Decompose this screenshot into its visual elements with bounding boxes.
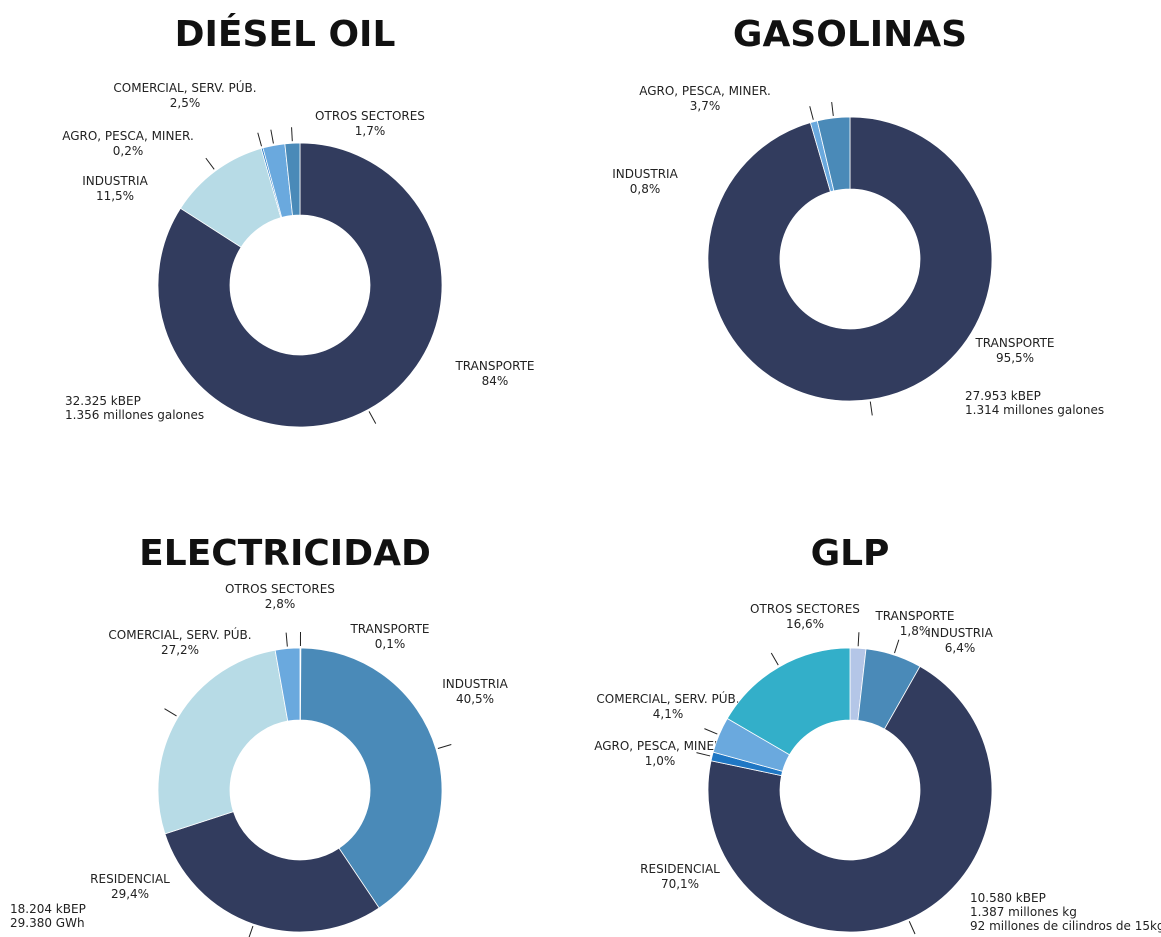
slice <box>816 116 851 192</box>
note: 1.356 millones galones <box>65 408 204 422</box>
slice <box>157 649 289 835</box>
leader-line <box>770 652 779 666</box>
slice-value: 2,5% <box>170 96 201 110</box>
slice-value: 4,1% <box>653 707 684 721</box>
slice <box>726 647 851 756</box>
slice-value: 3,7% <box>690 99 721 113</box>
slice <box>707 116 993 402</box>
note: 92 millones de cilindros de 15kg <box>970 919 1161 933</box>
leader-line <box>704 728 718 735</box>
slice-label: INDUSTRIA <box>927 626 993 640</box>
slice-value: 0,1% <box>375 637 406 651</box>
slice <box>284 142 301 216</box>
slice-value: 16,6% <box>786 617 824 631</box>
slice-value: 29,4% <box>111 887 149 901</box>
slice-label: OTROS SECTORES <box>315 109 425 123</box>
leader-line <box>291 127 293 142</box>
note: 29.380 GWh <box>10 916 85 930</box>
slice-label: COMERCIAL, SERV. PÚB. <box>596 691 739 706</box>
slice-value: 1,8% <box>900 624 931 638</box>
leader-line <box>285 632 288 647</box>
slice-label: INDUSTRIA <box>82 174 148 188</box>
slice-label: OTROS SECTORES <box>750 602 860 616</box>
leader-line <box>696 752 711 757</box>
leader-line <box>908 921 916 935</box>
slice-label: COMERCIAL, SERV. PÚB. <box>113 80 256 95</box>
chart-title: DIÉSEL OIL <box>175 13 396 55</box>
slice-label: AGRO, PESCA, MINER. <box>639 84 771 98</box>
leader-line <box>270 129 274 144</box>
slice-label: RESIDENCIAL <box>640 862 720 876</box>
leader-line <box>437 744 452 750</box>
leader-line <box>809 106 814 120</box>
slice-value: 0,8% <box>630 182 661 196</box>
leader-line <box>164 708 177 717</box>
slice-value: 70,1% <box>661 877 699 891</box>
slice <box>707 665 993 933</box>
note: 1.387 millones kg <box>970 905 1077 919</box>
slice <box>157 142 443 428</box>
slice-value: 27,2% <box>161 643 199 657</box>
slice-value: 1,0% <box>645 754 676 768</box>
note: 1.314 millones galones <box>965 403 1104 417</box>
leader-line <box>894 639 900 654</box>
slice-value: 1,7% <box>355 124 386 138</box>
slice-value: 95,5% <box>996 351 1034 365</box>
slice-value: 0,2% <box>113 144 144 158</box>
leader-line <box>869 401 873 416</box>
note: 18.204 kBEP <box>10 902 86 916</box>
slice <box>300 647 443 909</box>
leader-line <box>248 925 254 937</box>
slice-label: TRANSPORTE <box>454 359 534 373</box>
chart-title: ELECTRICIDAD <box>139 533 431 574</box>
slice-value: 6,4% <box>945 641 976 655</box>
slice-value: 84% <box>482 374 509 388</box>
chart-title: GASOLINAS <box>733 14 967 55</box>
chart-title: GLP <box>811 533 890 574</box>
note: 27.953 kBEP <box>965 389 1041 403</box>
leader-line <box>831 102 834 117</box>
leader-line <box>368 411 377 424</box>
leader-line <box>257 132 263 147</box>
note: 32.325 kBEP <box>65 394 141 408</box>
slice <box>164 811 380 933</box>
slice-value: 40,5% <box>456 692 494 706</box>
slice-value: 11,5% <box>96 189 134 203</box>
slice-label: OTROS SECTORES <box>225 582 335 596</box>
slice <box>274 647 301 722</box>
leader-line <box>857 632 860 647</box>
slice-label: AGRO, PESCA, MINER. <box>594 739 726 753</box>
slice-label: RESIDENCIAL <box>90 872 170 886</box>
slice-label: TRANSPORTE <box>874 609 954 623</box>
leader-line <box>205 157 215 170</box>
slice-label: TRANSPORTE <box>974 336 1054 350</box>
slice-label: AGRO, PESCA, MINER. <box>62 129 194 143</box>
slice-value: 2,8% <box>265 597 296 611</box>
note: 10.580 kBEP <box>970 891 1046 905</box>
slice-label: INDUSTRIA <box>442 677 508 691</box>
slice-label: TRANSPORTE <box>349 622 429 636</box>
slice-label: INDUSTRIA <box>612 167 678 181</box>
slice-label: COMERCIAL, SERV. PÚB. <box>108 627 251 642</box>
